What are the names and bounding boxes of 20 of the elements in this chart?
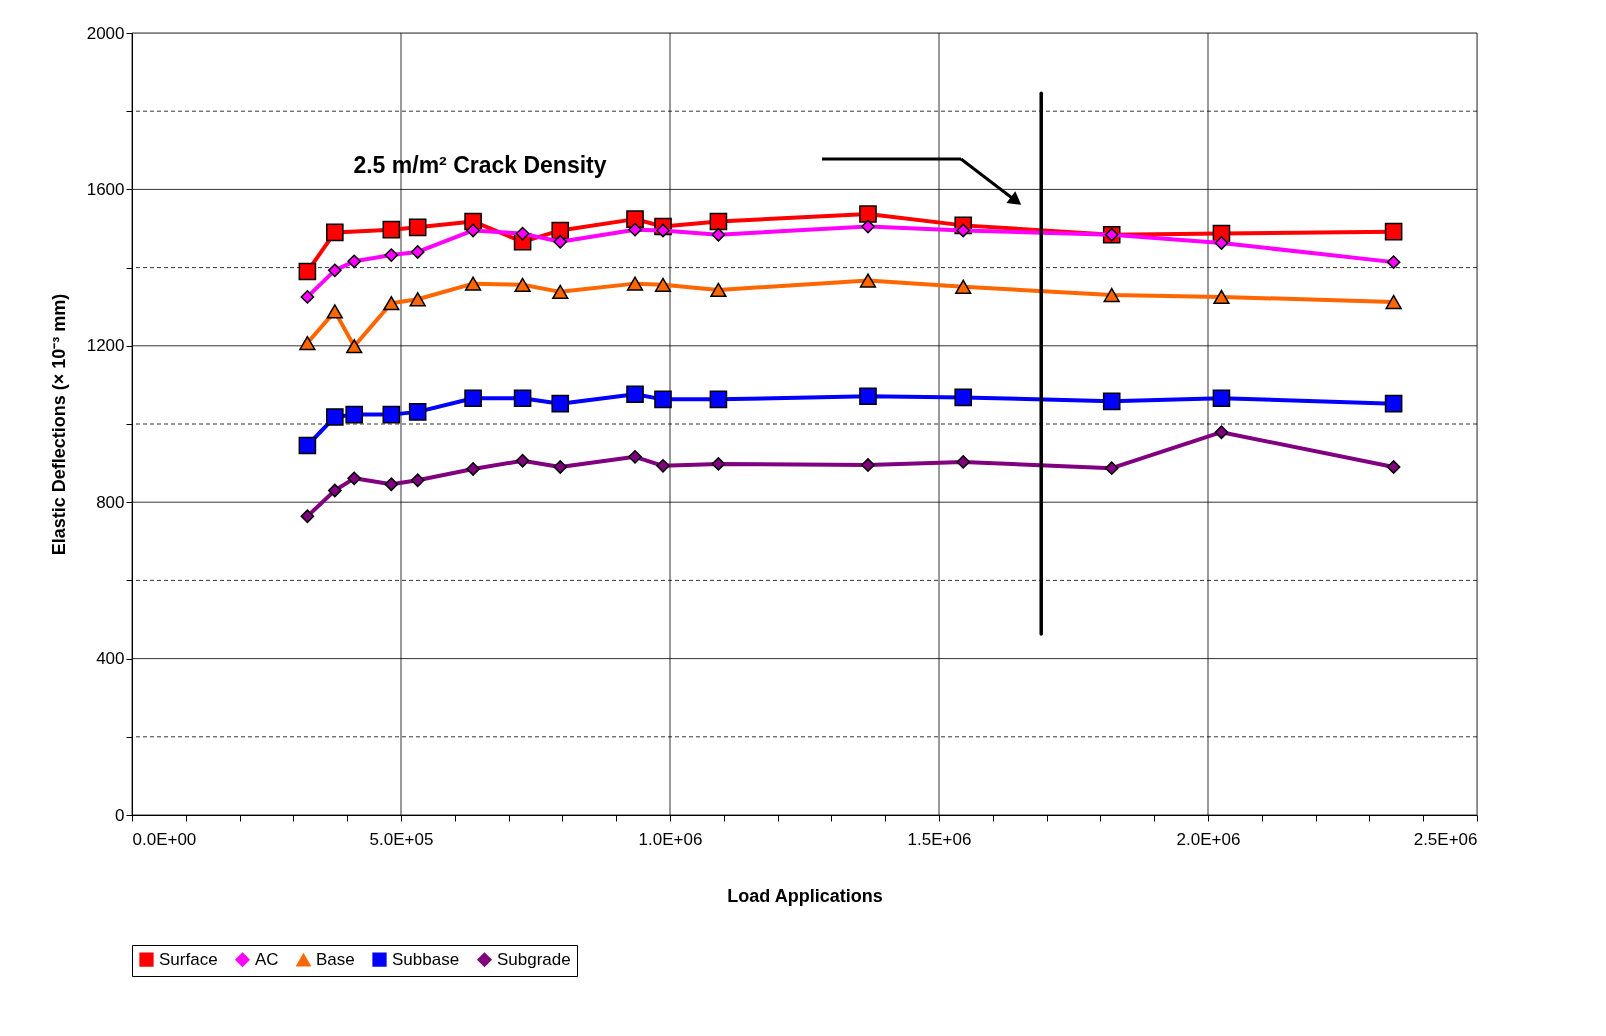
x-tick-label: 1.5E+06 bbox=[907, 829, 972, 849]
annotation: 2.5 m/m² Crack Density bbox=[353, 152, 607, 178]
x-tick-label: 0.0E+00 bbox=[132, 829, 197, 849]
legend-label: AC bbox=[255, 949, 279, 969]
x-axis-title: Load Applications bbox=[727, 885, 883, 906]
legend-label: Surface bbox=[159, 949, 218, 969]
y-axis-title: Elastic Deflections (× 10⁻³ mm) bbox=[48, 293, 69, 556]
y-tick-label: 400 bbox=[96, 649, 125, 669]
y-tick-label: 1600 bbox=[86, 179, 125, 199]
y-tick-label: 800 bbox=[96, 492, 125, 512]
legend-label: Subgrade bbox=[497, 949, 571, 969]
x-tick-label: 1.0E+06 bbox=[638, 829, 703, 849]
legend-label: Base bbox=[316, 950, 355, 970]
x-tick-label: 2.0E+06 bbox=[1176, 829, 1241, 849]
y-tick-label: 2000 bbox=[86, 23, 125, 43]
y-tick-label: 1200 bbox=[86, 336, 125, 356]
y-tick-label: 0 bbox=[115, 805, 125, 825]
x-tick-label: 2.5E+06 bbox=[1413, 829, 1478, 849]
legend-label: Subbase bbox=[392, 949, 460, 969]
x-tick-label: 5.0E+05 bbox=[369, 829, 434, 849]
